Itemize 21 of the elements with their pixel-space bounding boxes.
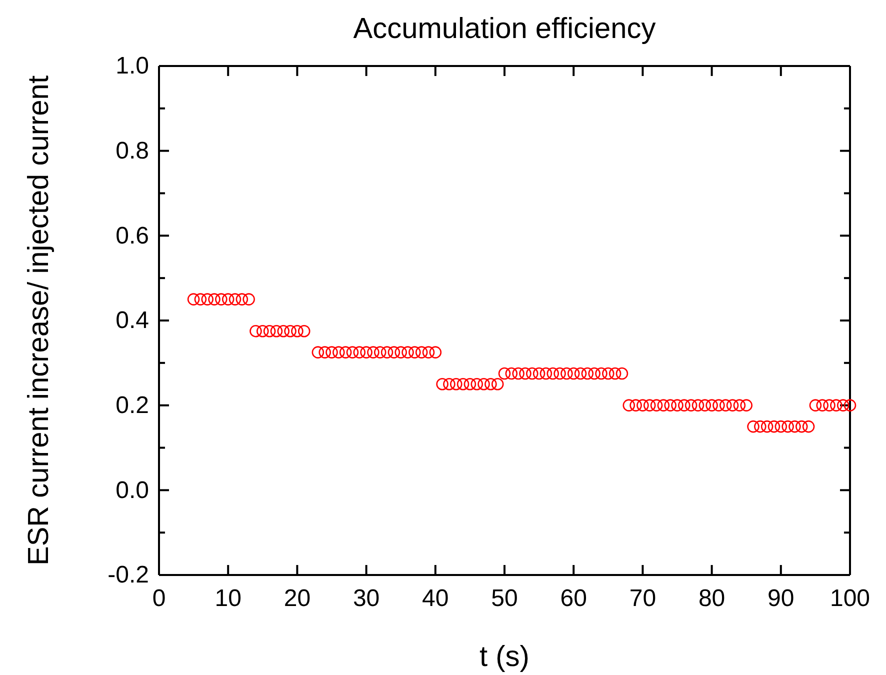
y-tick-label: 0.2 xyxy=(116,392,149,420)
x-tick-label: 40 xyxy=(422,585,449,612)
chart-title: Accumulation efficiency xyxy=(353,13,656,45)
x-tick-label: 70 xyxy=(629,585,656,612)
x-tick-label: 60 xyxy=(560,585,587,612)
y-tick-label: -0.2 xyxy=(108,562,149,589)
y-tick-label: 0.0 xyxy=(116,476,149,504)
y-axis-title: ESR current increase/ injected current xyxy=(23,76,55,566)
y-tick-label: 1.0 xyxy=(116,52,149,80)
y-tick-label: 0.6 xyxy=(116,222,149,250)
x-axis-title: t (s) xyxy=(480,641,530,673)
y-tick-label: 0.8 xyxy=(116,138,149,165)
x-tick-label: 100 xyxy=(830,585,870,612)
x-tick-label: 20 xyxy=(284,585,311,612)
x-tick-label: 90 xyxy=(768,585,794,612)
x-tick-label: 80 xyxy=(698,585,726,612)
y-tick-label: 0.4 xyxy=(116,307,149,334)
x-tick-label: 50 xyxy=(491,585,518,612)
x-tick-label: 0 xyxy=(152,585,166,612)
x-tick-label: 10 xyxy=(214,585,242,612)
x-tick-label: 30 xyxy=(352,585,380,612)
